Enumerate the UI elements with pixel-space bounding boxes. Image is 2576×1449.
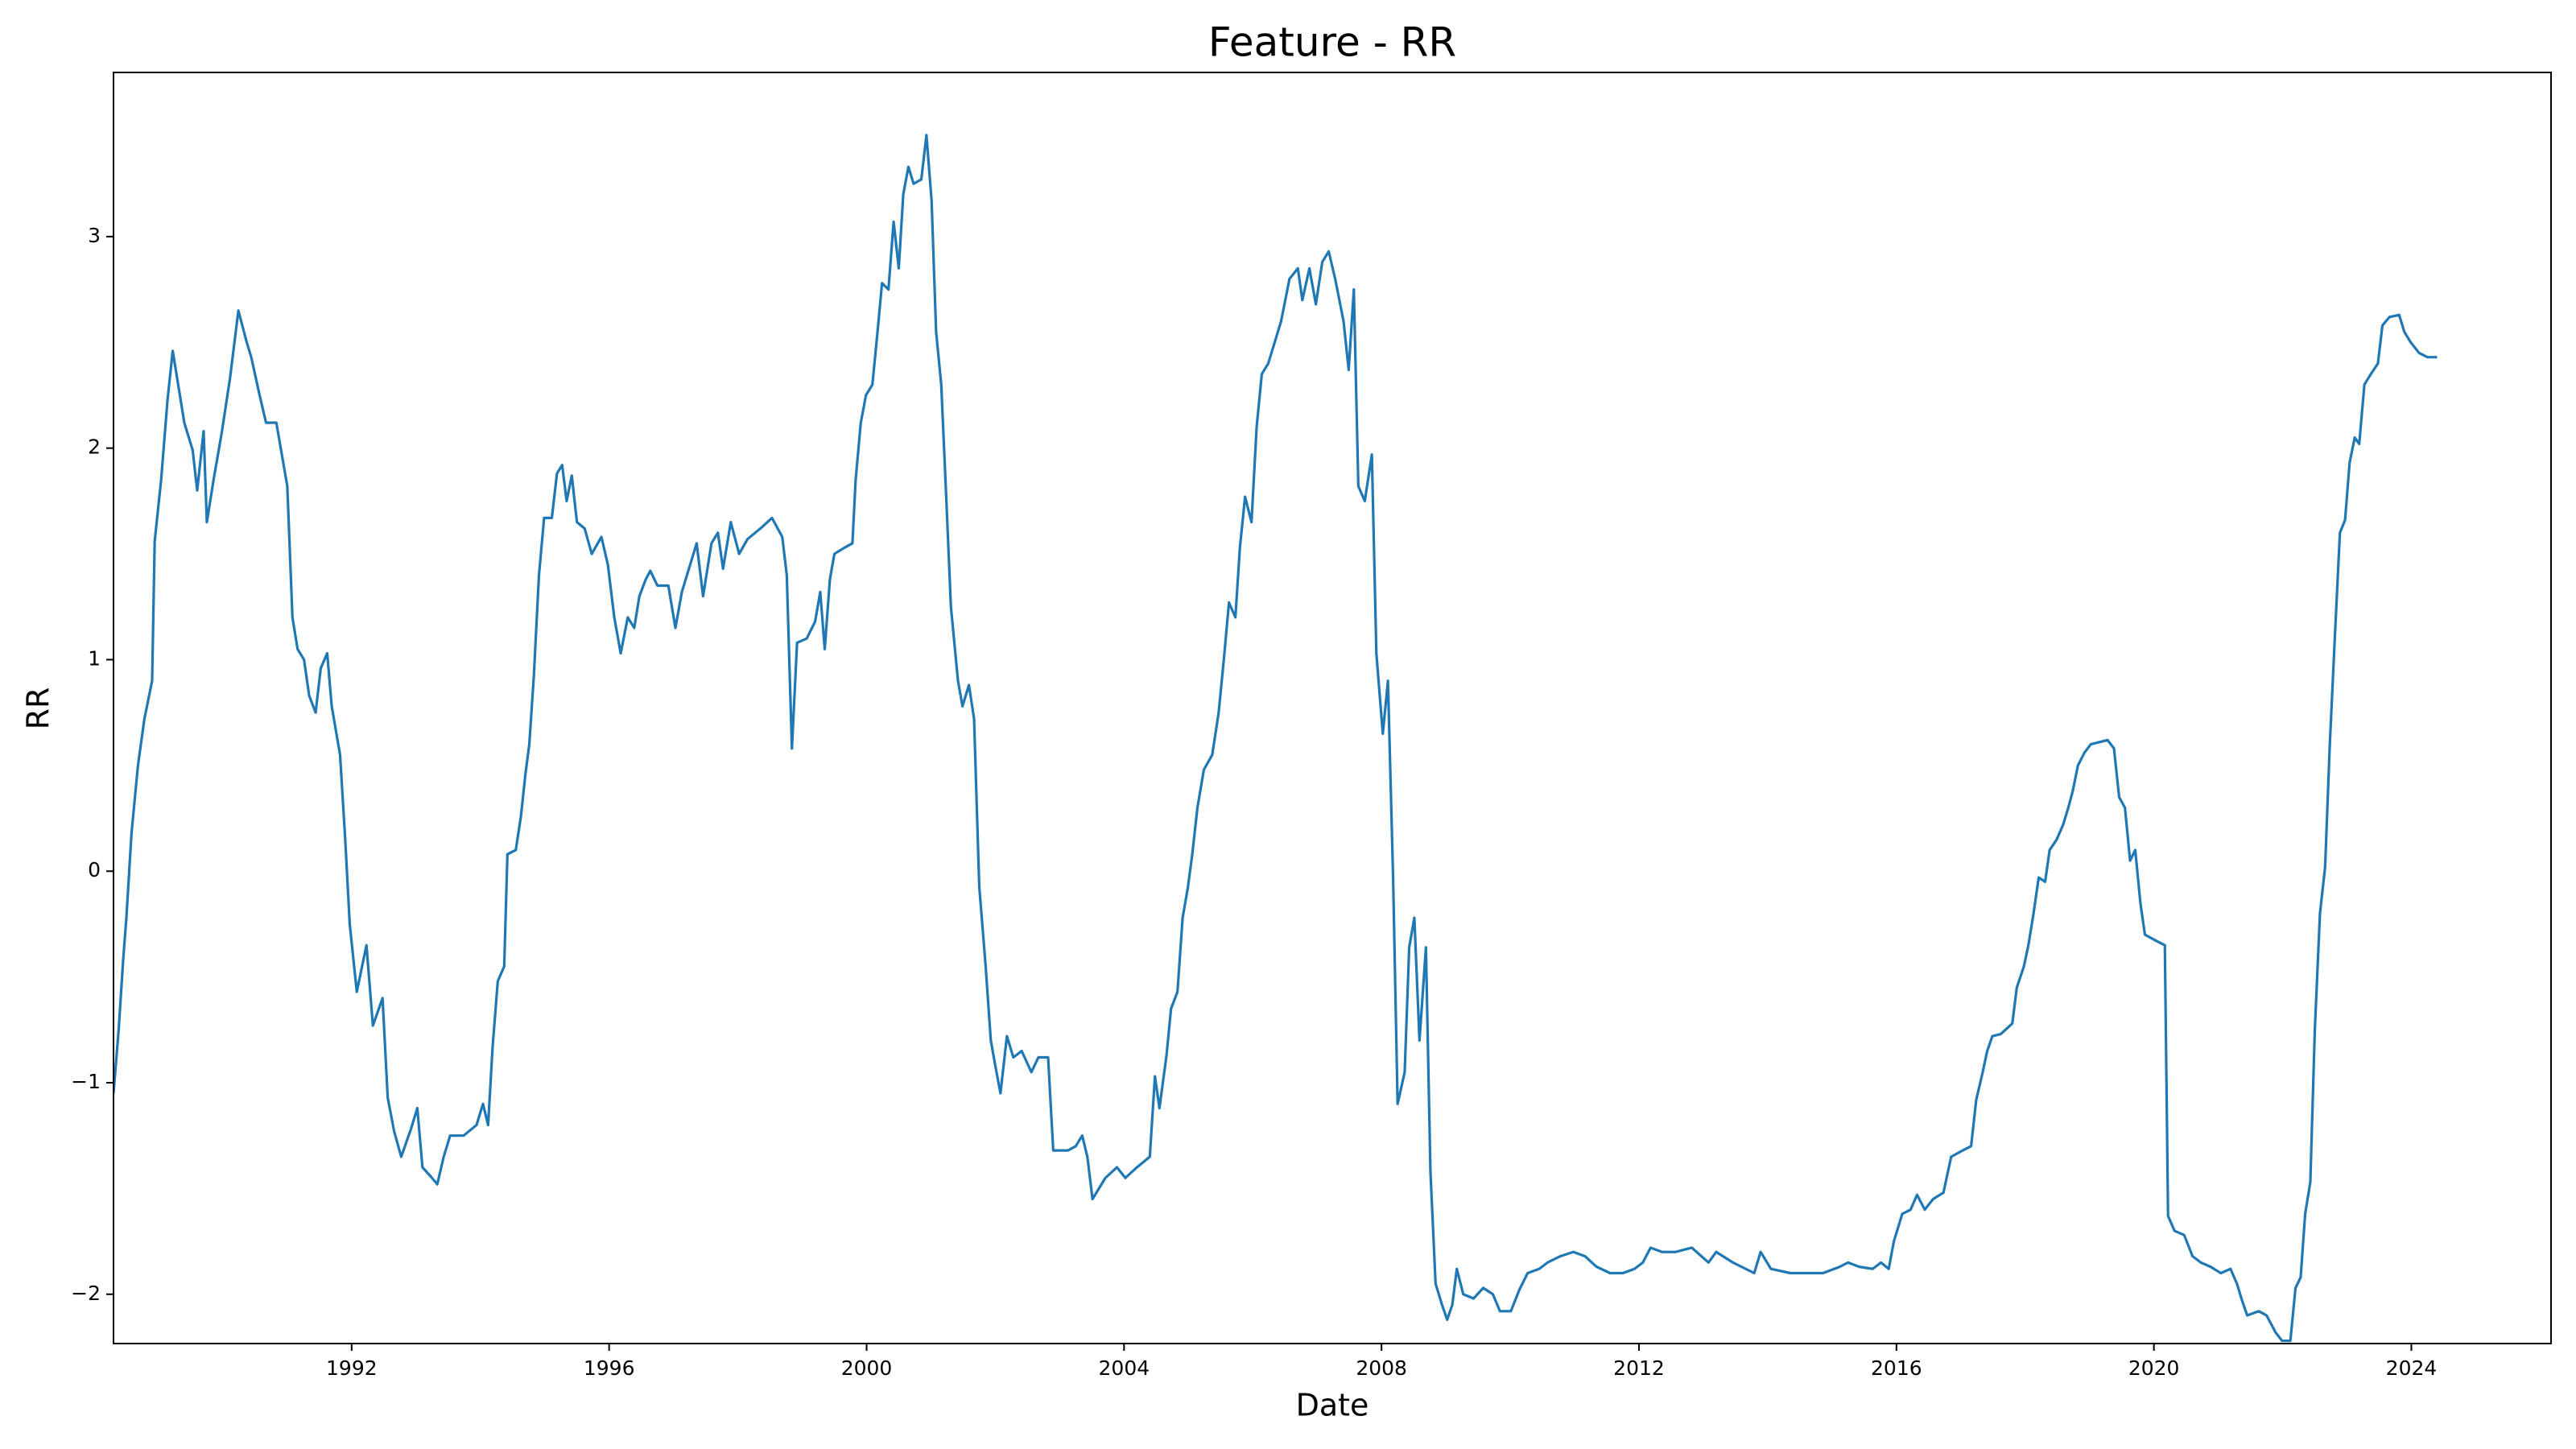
x-tick-label: 1996 [584,1356,635,1380]
chart-title: Feature - RR [1208,19,1456,66]
y-tick-label: 2 [88,436,101,459]
x-tick-label: 2024 [2386,1356,2438,1380]
x-tick-label: 2016 [1871,1356,1922,1380]
data-line [114,134,2438,1343]
x-tick-label: 2000 [841,1356,893,1380]
y-tick-label: −2 [71,1282,101,1305]
y-tick-label: 1 [88,646,101,670]
x-tick-label: 2020 [2128,1356,2180,1380]
y-tick-label: 0 [88,858,101,881]
x-tick-label: 2004 [1099,1356,1150,1380]
x-tick-label: 1992 [326,1356,378,1380]
plot-frame [113,72,2552,1344]
x-axis-label: Date [1296,1388,1369,1423]
y-tick-label: 3 [88,224,101,247]
y-tick-label: −1 [71,1070,101,1093]
y-axis-label: RR [21,687,56,730]
x-tick-label: 2012 [1613,1356,1665,1380]
x-tick-label: 2008 [1356,1356,1407,1380]
